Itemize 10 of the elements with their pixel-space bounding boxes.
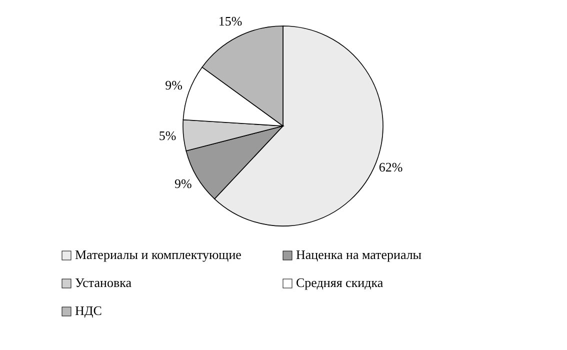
data-label: 9% bbox=[174, 176, 192, 192]
legend-label: Материалы и комплектующие bbox=[75, 246, 242, 262]
data-label: 15% bbox=[218, 14, 242, 29]
legend-label: НДС bbox=[75, 302, 102, 318]
legend-label: Установка bbox=[75, 274, 132, 290]
data-label: 9% bbox=[165, 78, 183, 93]
legend-label: Средняя скидка bbox=[296, 274, 384, 290]
data-label: 5% bbox=[158, 128, 176, 143]
legend-label: Наценка на материалы bbox=[296, 246, 422, 262]
data-label: 62% bbox=[378, 160, 403, 175]
